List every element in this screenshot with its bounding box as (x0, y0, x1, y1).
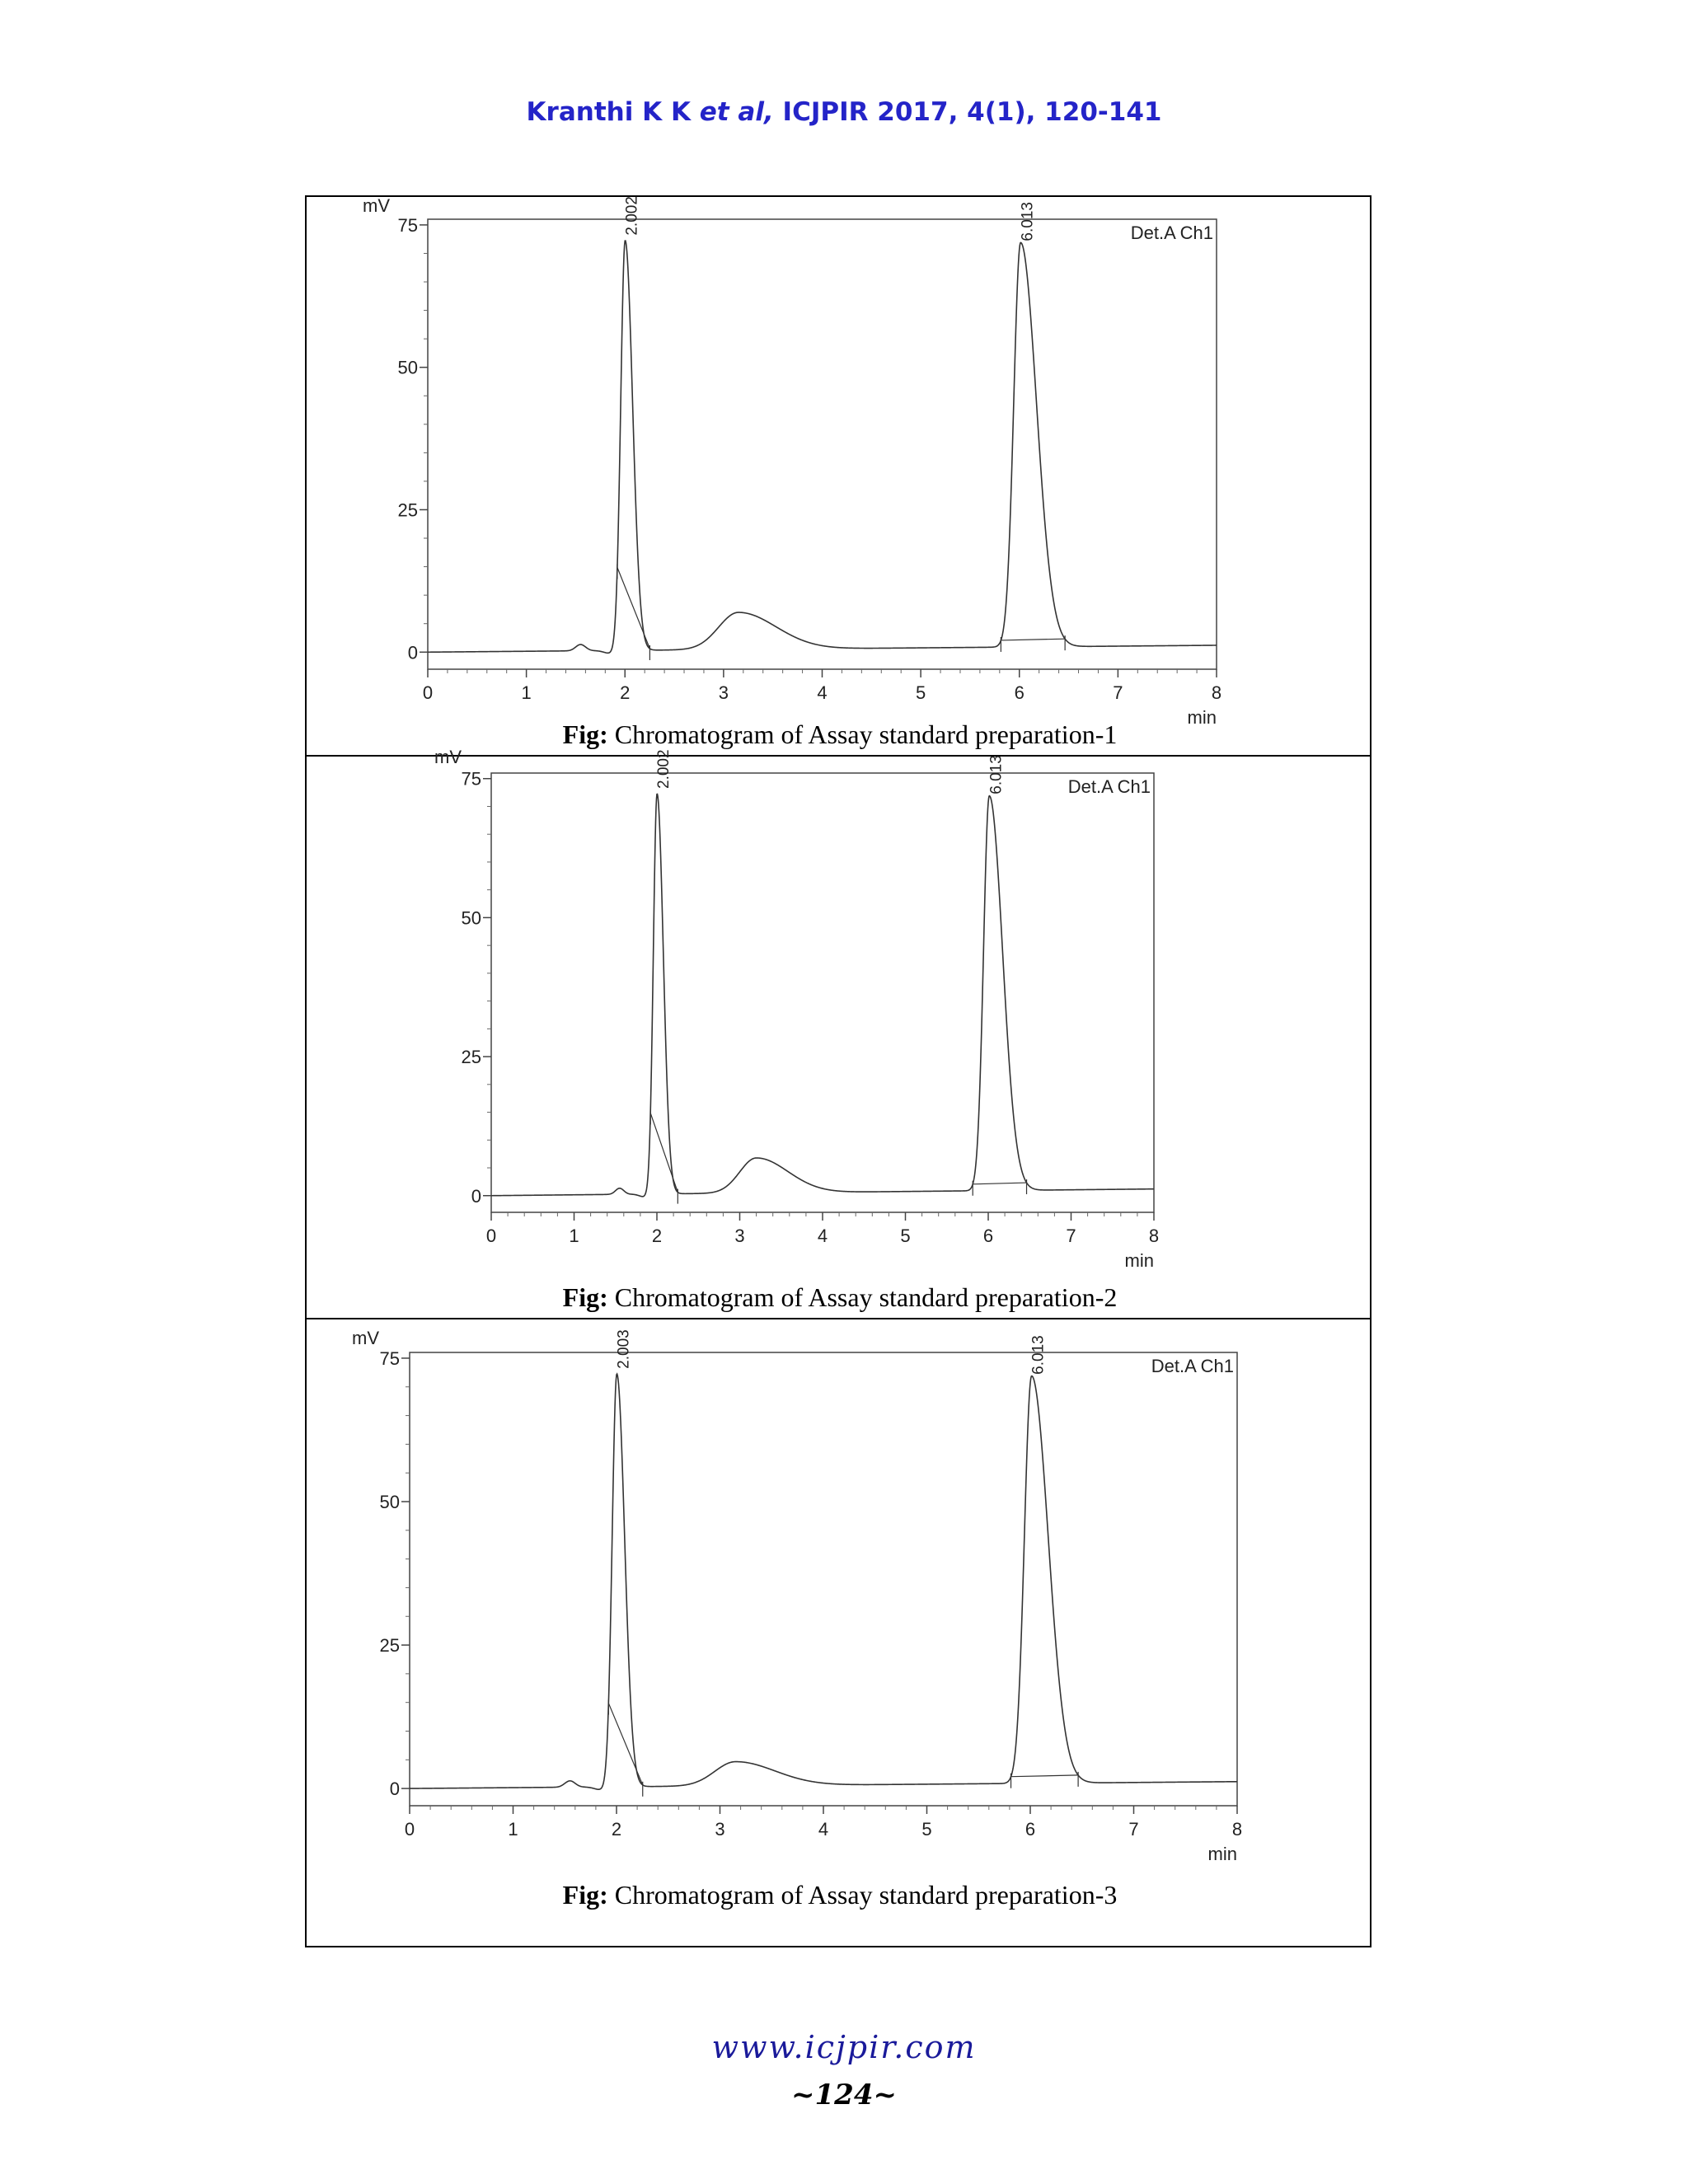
peak-baseline (1001, 638, 1066, 641)
x-tick-label: 7 (1113, 682, 1123, 703)
running-header: Kranthi K K et al, ICJPIR 2017, 4(1), 12… (0, 97, 1688, 127)
x-axis-label: min (1188, 707, 1217, 728)
chromatogram-1: 0 25 50 75 0 1 2 3 4 5 6 7 8 mV min Det.A Ch1 2.002 6.013 (363, 195, 1221, 728)
chromatogram-trace (410, 1372, 1237, 1791)
legend-label: Det.A Ch1 (1131, 223, 1213, 243)
legend-label: Det.A Ch1 (1068, 776, 1151, 797)
y-tick-label: 25 (462, 1047, 481, 1067)
x-tick-label: 5 (916, 682, 926, 703)
row-divider-1 (307, 755, 1370, 757)
page-number: ~124~ (791, 2079, 897, 2111)
header-authors: Kranthi K K (526, 97, 691, 127)
x-tick-label: 8 (1232, 1819, 1242, 1840)
caption-1: Fig: Chromatogram of Assay standard prep… (307, 719, 1373, 750)
y-axis-label: mV (434, 747, 462, 767)
x-axis-label: min (1208, 1844, 1237, 1864)
y-tick-label: 75 (380, 1348, 400, 1369)
legend-label: Det.A Ch1 (1151, 1356, 1234, 1376)
y-tick-label: 75 (462, 769, 481, 790)
peak-baseline (617, 567, 650, 649)
chromatogram-3: 0 25 50 75 0 1 2 3 4 5 6 7 8 mV min Det.A Ch1 2.003 6.013 (352, 1328, 1242, 1864)
plot-area-frame (427, 218, 1217, 670)
chromatogram-trace (427, 240, 1217, 654)
x-tick-label: 6 (1015, 682, 1025, 703)
x-tick-label: 1 (569, 1226, 579, 1246)
peak-baseline (649, 1113, 678, 1193)
x-tick-label: 6 (1025, 1819, 1035, 1840)
plot-area-frame (490, 772, 1155, 1213)
y-tick-label: 25 (398, 499, 418, 520)
y-axis-label: mV (352, 1328, 379, 1348)
header-etal: et al, (699, 97, 774, 127)
y-tick-label: 50 (380, 1492, 400, 1512)
figure-frame: 0 25 50 75 0 1 2 3 4 5 6 7 8 mV min Det.A Ch1 2.002 6.013… (305, 195, 1372, 1947)
y-tick-label: 0 (471, 1186, 481, 1207)
x-tick-label: 5 (900, 1226, 910, 1246)
peak-baseline (1010, 1774, 1079, 1778)
plot-area-frame (409, 1352, 1238, 1807)
x-tick-label: 6 (983, 1226, 993, 1246)
x-tick-label: 3 (719, 682, 729, 703)
header-citation: ICJPIR 2017, 4(1), 120-141 (782, 97, 1162, 127)
y-tick-label: 0 (390, 1779, 400, 1799)
x-tick-label: 4 (818, 1226, 828, 1246)
caption-3-text: Chromatogram of Assay standard preparati… (614, 1880, 1118, 1910)
caption-1-text: Chromatogram of Assay standard preparati… (614, 719, 1118, 749)
caption-3: Fig: Chromatogram of Assay standard prep… (307, 1880, 1373, 1910)
peak-retention-label: 2.002 (623, 196, 640, 236)
x-tick-label: 1 (522, 682, 532, 703)
chromatogram-2: 0 25 50 75 0 1 2 3 4 5 6 7 8 mV min Det.A Ch1 2.002 6.013 (434, 747, 1159, 1271)
x-tick-label: 0 (405, 1819, 415, 1840)
caption-2: Fig: Chromatogram of Assay standard prep… (307, 1282, 1373, 1313)
x-tick-label: 3 (734, 1226, 744, 1246)
y-tick-label: 75 (398, 215, 418, 236)
x-tick-label: 7 (1128, 1819, 1138, 1840)
x-axis-label: min (1125, 1250, 1154, 1271)
x-tick-label: 4 (817, 682, 827, 703)
row-divider-2 (307, 1318, 1370, 1319)
x-tick-label: 0 (486, 1226, 496, 1246)
chromatogram-trace (490, 793, 1155, 1197)
y-tick-label: 50 (398, 358, 418, 378)
peak-baseline (973, 1182, 1027, 1185)
y-axis-label: mV (363, 195, 390, 216)
footer-url: www.icjpir.com (711, 2029, 977, 2065)
x-tick-label: 2 (612, 1819, 621, 1840)
x-tick-label: 8 (1212, 682, 1221, 703)
y-tick-label: 25 (380, 1635, 400, 1656)
x-tick-label: 7 (1066, 1226, 1076, 1246)
caption-1-prefix: Fig: (562, 719, 608, 749)
x-tick-label: 5 (921, 1819, 931, 1840)
x-tick-label: 1 (508, 1819, 518, 1840)
y-tick-label: 50 (462, 907, 481, 928)
x-tick-label: 4 (818, 1819, 828, 1840)
peak-retention-label: 2.002 (655, 749, 673, 789)
caption-2-prefix: Fig: (562, 1282, 608, 1312)
x-tick-label: 2 (620, 682, 630, 703)
peak-retention-label: 2.003 (615, 1329, 632, 1369)
x-tick-label: 3 (715, 1819, 724, 1840)
peak-retention-label: 6.013 (1019, 202, 1036, 241)
caption-3-prefix: Fig: (562, 1880, 608, 1910)
peak-retention-label: 6.013 (987, 755, 1005, 794)
x-tick-label: 0 (423, 682, 433, 703)
x-tick-label: 8 (1149, 1226, 1159, 1246)
peak-retention-label: 6.013 (1030, 1335, 1048, 1375)
peak-baseline (607, 1703, 644, 1786)
caption-2-text: Chromatogram of Assay standard preparati… (614, 1282, 1118, 1312)
y-tick-label: 0 (408, 642, 418, 663)
x-tick-label: 2 (652, 1226, 662, 1246)
